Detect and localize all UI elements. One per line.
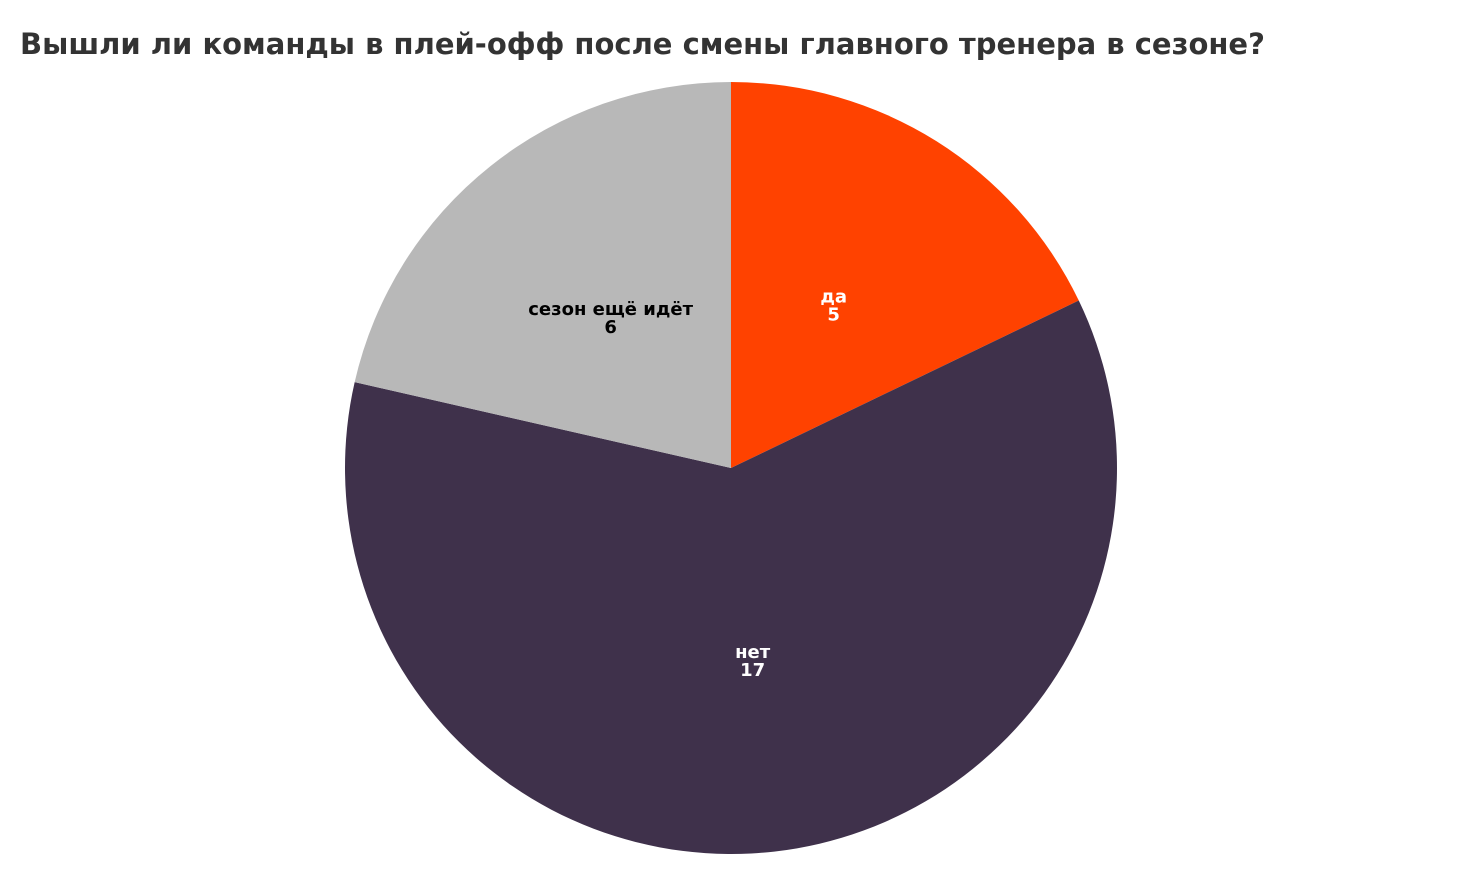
slice-label: да bbox=[820, 287, 847, 308]
pie-slice bbox=[354, 82, 731, 468]
chart-title: Вышли ли команды в плей-офф после смены … bbox=[20, 27, 1265, 61]
slice-label: нет bbox=[735, 642, 771, 663]
pie-slice bbox=[731, 82, 1079, 468]
pie-slice bbox=[345, 300, 1118, 855]
slice-label: сезон ещё идёт bbox=[528, 299, 693, 320]
slice-value: 17 bbox=[740, 660, 765, 681]
slice-value: 5 bbox=[827, 305, 840, 326]
slice-value: 6 bbox=[604, 317, 617, 338]
